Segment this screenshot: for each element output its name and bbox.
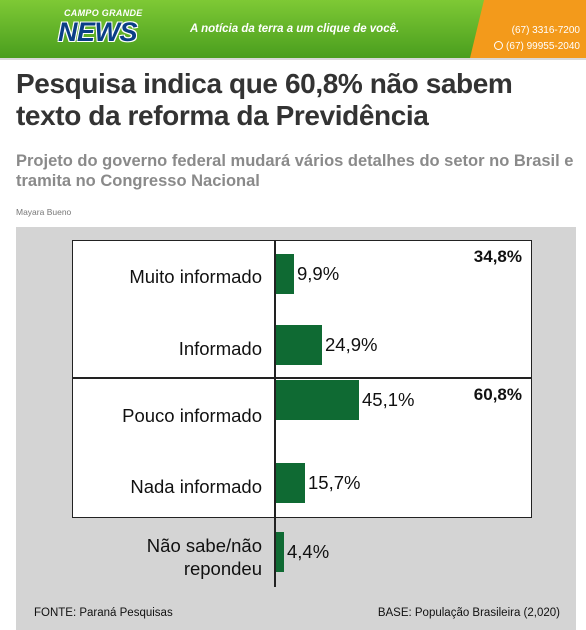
bar-value-label: 15,7% [308, 472, 361, 493]
bar-value-label: 24,9% [325, 334, 378, 355]
whatsapp-number[interactable]: (67) 99955-2040 [494, 41, 580, 52]
bar-value-label: 45,1% [362, 389, 415, 410]
whatsapp-number-text: (67) 99955-2040 [506, 41, 580, 52]
article-title: Pesquisa indica que 60,8% não sabem text… [16, 68, 513, 131]
bar-value-label: 9,9% [297, 263, 340, 284]
category-label: Informado [178, 338, 262, 359]
chart-axis [274, 240, 276, 587]
bar [276, 532, 284, 572]
chart-source: FONTE: Paraná Pesquisas [34, 607, 173, 619]
logo-small-text: CAMPO GRANDE [64, 8, 143, 18]
bar [276, 254, 294, 294]
bar [276, 325, 322, 365]
whatsapp-icon [494, 41, 504, 50]
contact-box: (67) 3316-7200 (67) 99955-2040 [470, 0, 586, 58]
infographic: 34,8% 60,8% Muito informado Informado Po… [16, 227, 576, 630]
site-tagline: A notícia da terra a um clique de você. [190, 23, 400, 35]
category-label: Não sabe/não repondeu [146, 535, 262, 579]
category-label: Muito informado [129, 266, 262, 287]
site-header: CAMPO GRANDE NEWS A notícia da terra a u… [0, 0, 586, 58]
chart-base: BASE: População Brasileira (2,020) [377, 607, 560, 619]
site-logo[interactable]: CAMPO GRANDE NEWS [58, 6, 148, 52]
bar-value-label: 4,4% [287, 541, 330, 562]
group-total-uninformed: 60,8% [473, 385, 522, 404]
category-label: Pouco informado [122, 405, 262, 426]
logo-main-text: NEWS [58, 17, 138, 47]
bar [276, 380, 359, 420]
category-label: Nada informado [130, 476, 262, 497]
header-divider [0, 58, 586, 60]
phone-number[interactable]: (67) 3316-7200 [511, 25, 580, 36]
bar [276, 463, 305, 503]
group-total-informed: 34,8% [473, 247, 522, 266]
article-author[interactable]: Mayara Bueno [16, 207, 72, 217]
article-subtitle: Projeto do governo federal mudará vários… [16, 152, 574, 190]
